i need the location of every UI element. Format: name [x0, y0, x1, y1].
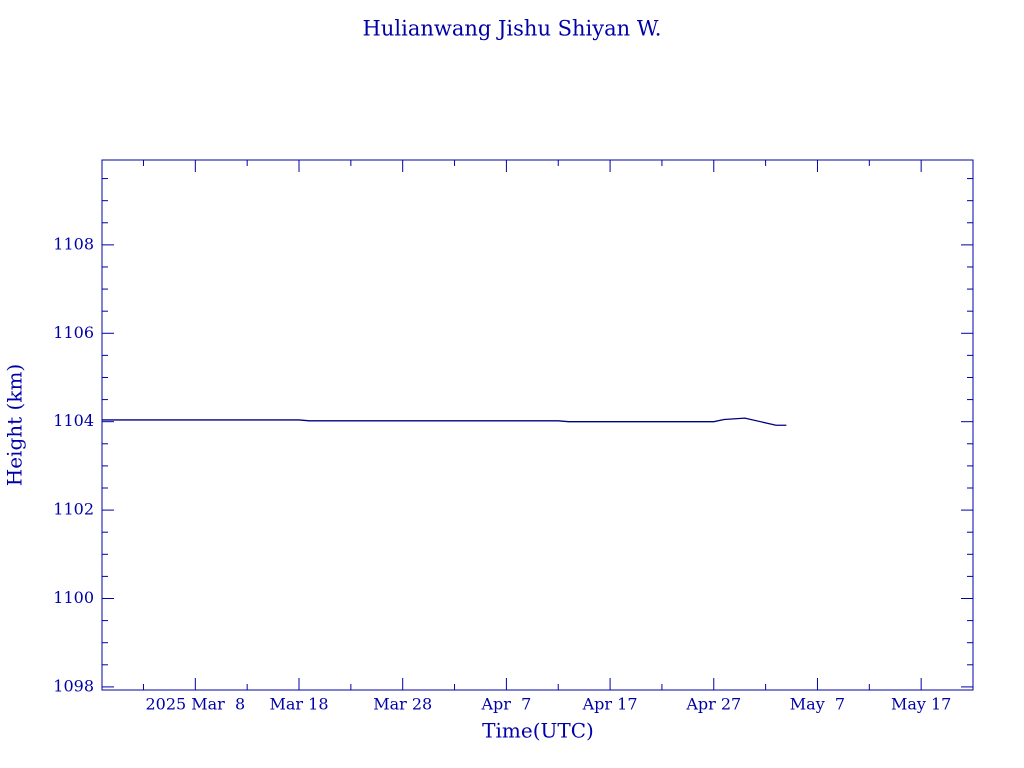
y-tick-label: 1108 [53, 234, 94, 253]
y-tick-label: 1106 [53, 323, 94, 342]
x-tick-label: Apr 17 [582, 695, 638, 714]
x-tick-label: Mar 18 [270, 695, 329, 714]
x-tick-label: Apr 27 [685, 695, 741, 714]
x-tick-label: Apr 7 [480, 695, 531, 714]
x-tick-label: May 17 [891, 695, 951, 714]
x-tick-label: Mar 28 [373, 695, 432, 714]
y-tick-label: 1100 [53, 588, 94, 607]
x-axis-label: Time(UTC) [482, 719, 594, 743]
y-tick-label: 1102 [53, 500, 94, 519]
x-tick-label: May 7 [790, 695, 845, 714]
x-tick-label: 2025 Mar 8 [145, 695, 245, 714]
plot-frame [101, 159, 974, 691]
chart-title: Hulianwang Jishu Shiyan W. [363, 17, 662, 41]
y-axis-label: Height (km) [3, 364, 27, 486]
y-tick-label: 1098 [53, 676, 94, 695]
data-line [102, 417, 787, 426]
y-tick-label: 1104 [53, 411, 94, 430]
